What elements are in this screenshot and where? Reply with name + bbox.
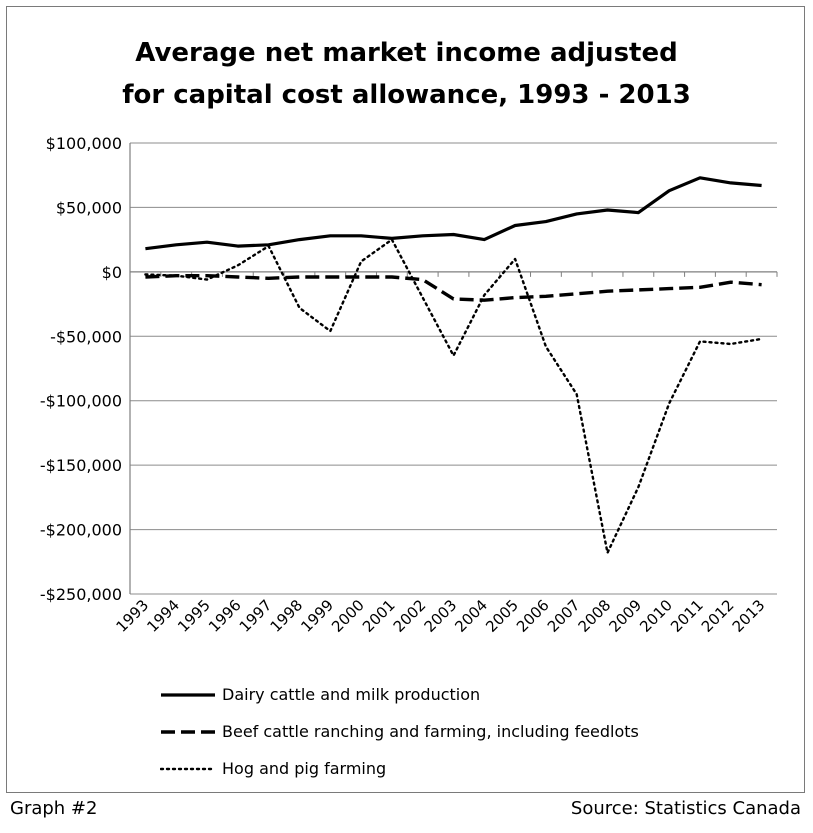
x-tick-label: 1997 [236,596,276,636]
legend-swatch [161,729,215,734]
source-credit: Source: Statistics Canada [570,798,801,819]
x-tick-label: 2006 [513,596,553,636]
legend-entry: Beef cattle ranching and farming, includ… [160,713,639,750]
x-tick-label: 2009 [605,596,645,636]
y-tick-label: -$150,000 [40,456,122,475]
x-tick-label: 2008 [575,596,615,636]
series-line-2 [145,274,762,302]
grid-lines [130,142,777,595]
x-tick-label: 1995 [174,596,214,636]
x-tick-label: 2004 [451,596,491,636]
y-tick-label: -$100,000 [40,392,122,411]
y-tick-label: $0 [102,263,122,282]
legend-label: Dairy cattle and milk production [222,685,481,704]
x-tick-label: 1996 [205,596,245,636]
y-tick-label: -$50,000 [50,327,122,346]
legend-label: Beef cattle ranching and farming, includ… [222,722,639,741]
x-tick-label: 2003 [421,596,461,636]
legend-entry: Hog and pig farming [160,750,639,787]
x-tick-label: 2001 [359,596,399,636]
x-tick-label: 2007 [544,596,584,636]
y-axis-tick-labels: $100,000 $50,000 $0 -$50,000 -$100,000 -$150,… [40,134,122,604]
x-tick-label: 2010 [636,596,676,636]
y-tick-label: $100,000 [46,134,122,153]
series-lines [144,176,763,554]
y-tick-label: -$200,000 [40,521,122,540]
legend-entry: Dairy cattle and milk production [160,676,639,713]
x-tick-label: 1999 [297,596,337,636]
x-tick-label: 2011 [667,596,707,636]
graph-number: Graph #2 [10,798,98,819]
legend-swatch [160,767,216,770]
legend: Dairy cattle and milk production Beef cat… [160,676,639,787]
legend-swatch [161,692,215,697]
chart-title: Average net market income adjusted for c… [122,38,691,110]
y-tick-label: $50,000 [56,198,122,217]
series-line-1 [145,176,762,251]
x-axis-tick-labels: 1993199419951996199719981999200020012002… [113,596,769,636]
x-tick-label: 2002 [390,596,430,636]
series-line-3 [144,238,763,554]
legend-label: Hog and pig farming [222,759,387,778]
x-tick-label: 1998 [267,596,307,636]
x-tick-label: 2000 [328,596,368,636]
x-tick-label: 2012 [698,596,738,636]
x-tick-label: 2005 [482,596,522,636]
axes [129,143,778,594]
x-tick-label: 1994 [143,596,183,636]
y-tick-label: -$250,000 [40,585,122,604]
chart-frame [6,6,805,793]
x-tick-label: 2013 [729,596,769,636]
